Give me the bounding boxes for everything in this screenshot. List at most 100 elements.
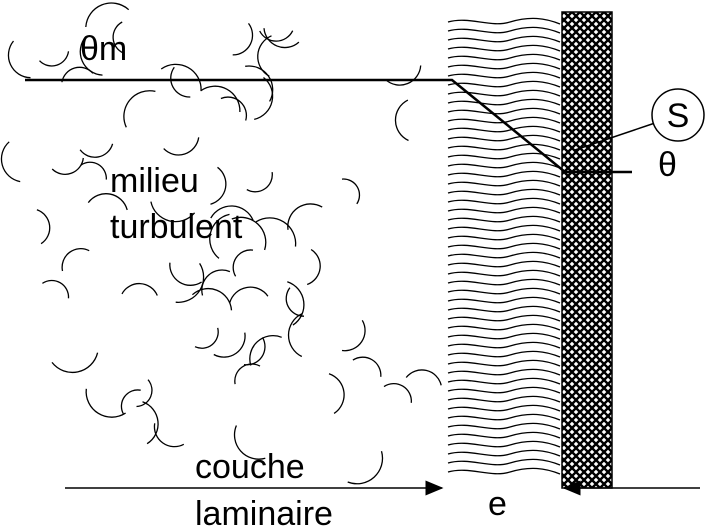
surface-label: S (667, 97, 690, 135)
eddy (36, 209, 51, 245)
theta-m-label: θm (80, 30, 127, 68)
streamline (447, 359, 561, 367)
streamline (447, 395, 561, 403)
eddy (385, 65, 422, 86)
streamline (447, 188, 561, 196)
eddy (85, 388, 126, 418)
streamline (447, 242, 561, 250)
streamline (447, 440, 561, 448)
streamline (447, 35, 561, 43)
streamline (447, 269, 561, 277)
streamline (447, 161, 561, 169)
streamline (447, 107, 561, 115)
eddy (163, 137, 200, 156)
streamline (447, 467, 561, 475)
eddy (257, 35, 272, 77)
eddy (79, 143, 114, 158)
streamline (447, 404, 561, 412)
eddy (121, 282, 158, 296)
couche-label: couche (195, 448, 305, 486)
streamline (447, 431, 561, 439)
eddy (383, 382, 412, 403)
streamline (447, 116, 561, 124)
eddy (42, 279, 70, 299)
eddy (87, 193, 128, 211)
streamline (447, 143, 561, 151)
eddy (243, 337, 266, 366)
streamline (447, 53, 561, 61)
streamline (447, 197, 561, 205)
wall (561, 11, 613, 489)
eddy (287, 313, 303, 358)
eddy (136, 379, 153, 408)
streamline (447, 314, 561, 322)
eddy (220, 96, 247, 121)
streamline (447, 386, 561, 394)
eddy (394, 99, 409, 142)
turbulent-label: turbulent (110, 208, 243, 246)
eddy (287, 203, 323, 230)
eddy (263, 28, 300, 49)
streamline (447, 422, 561, 430)
eddy (341, 178, 361, 205)
eddy (120, 389, 141, 415)
streamline (447, 215, 561, 223)
eddy (209, 213, 230, 259)
eddy (85, 2, 130, 28)
eddy (61, 248, 90, 272)
eddy (7, 40, 31, 79)
streamline (447, 458, 561, 466)
streamline (447, 377, 561, 385)
streamline (447, 17, 561, 25)
eddy (234, 363, 261, 385)
eddy (150, 201, 196, 223)
streamline (447, 278, 561, 286)
streamline (447, 260, 561, 268)
streamline (447, 233, 561, 241)
eddy (191, 287, 233, 311)
eddy (306, 248, 321, 286)
eddy (51, 157, 84, 175)
eddy (405, 369, 442, 386)
streamline (447, 413, 561, 421)
streamline (447, 341, 561, 349)
laminar-streamlines (447, 17, 561, 475)
streamline (447, 62, 561, 70)
eddy (142, 401, 159, 445)
theta-label: θ (658, 146, 677, 184)
streamline (447, 350, 561, 358)
eddy (229, 286, 269, 303)
eddy (347, 451, 384, 485)
eddy (39, 51, 70, 67)
turbulent-eddies (0, 2, 442, 485)
streamline (447, 287, 561, 295)
eddy (213, 332, 246, 358)
streamline (447, 332, 561, 340)
temperature-profile (25, 78, 632, 174)
streamline (447, 80, 561, 88)
eddy (352, 356, 382, 377)
eddy (170, 66, 191, 98)
streamline (447, 125, 561, 133)
streamline (447, 296, 561, 304)
laminaire-label: laminaire (195, 495, 333, 530)
thickness-label: e (488, 485, 507, 523)
streamline (447, 98, 561, 106)
streamline (447, 368, 561, 376)
streamline (447, 71, 561, 79)
eddy (246, 172, 273, 193)
eddy (255, 217, 297, 247)
eddy (200, 85, 241, 113)
streamline (447, 134, 561, 142)
eddy (210, 205, 254, 221)
streamline (447, 206, 561, 214)
eddy (285, 287, 305, 317)
eddy (232, 23, 254, 56)
eddy (194, 327, 219, 349)
eddy (160, 63, 202, 91)
eddy (341, 319, 366, 352)
streamline (447, 305, 561, 313)
streamline (447, 449, 561, 457)
streamline (447, 224, 561, 232)
